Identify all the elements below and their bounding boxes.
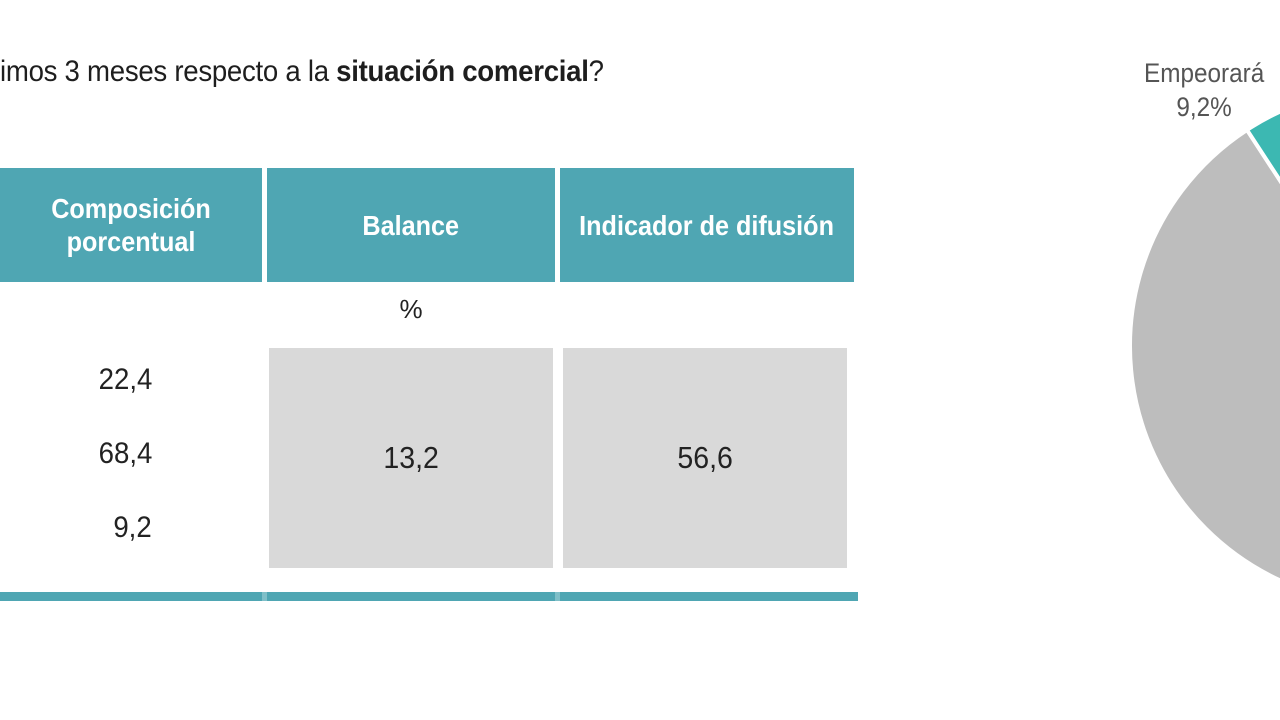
pie-label-text: Empeorará [1144, 58, 1265, 88]
pie-slice [1128, 127, 1280, 583]
question-suffix: ? [588, 55, 604, 88]
unit-label: % [399, 294, 423, 324]
rule-divider [262, 592, 267, 601]
header-balance: Balance [267, 168, 555, 282]
composition-value: 22,4 [98, 363, 152, 396]
rule-divider [555, 592, 560, 601]
header-indicador: Indicador de difusión [560, 168, 854, 282]
survey-question: imos 3 meses respecto a la situación com… [0, 52, 604, 92]
balance-value: 13,2 [383, 440, 439, 475]
header-composicion: Composición porcentual [0, 168, 262, 282]
composition-value: 68,4 [98, 437, 152, 470]
pie-slice [1244, 109, 1280, 185]
question-bold: situación comercial [336, 55, 589, 88]
pie-label-empeorara: Empeorará 9,2% [1144, 56, 1280, 124]
table-bottom-rule [0, 592, 858, 601]
pie-label-percent: 9,2% [1176, 92, 1232, 122]
composition-value: 9,2 [113, 511, 152, 544]
balance-cell: 13,2 [269, 348, 553, 568]
diffusion-value: 56,6 [677, 440, 733, 475]
question-prefix: imos 3 meses respecto a la [0, 55, 337, 88]
diffusion-cell: 56,6 [563, 348, 847, 568]
